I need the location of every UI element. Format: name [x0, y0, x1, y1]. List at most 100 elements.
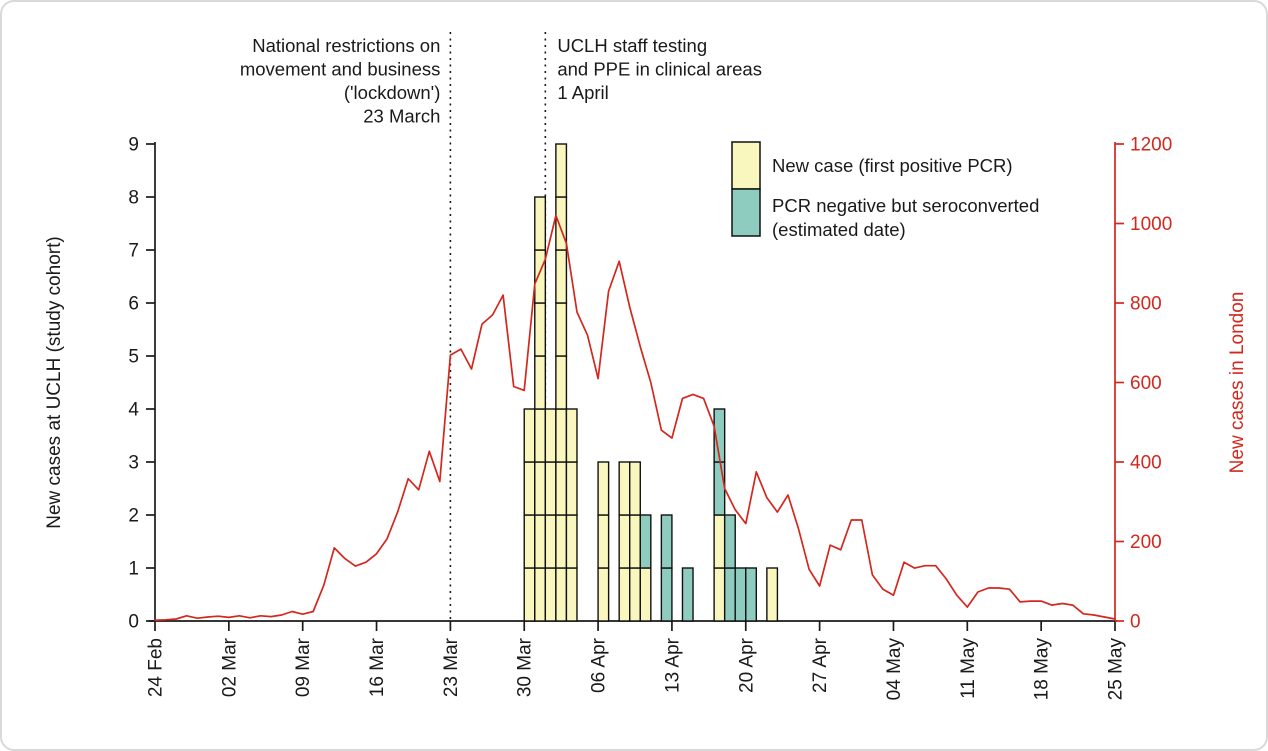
case-bar-10-apr [639, 514, 652, 622]
pcr-case-block [544, 567, 557, 622]
pcr-case-block [544, 514, 557, 569]
left-axis-tick-label: 2 [128, 506, 139, 527]
left-axis-tick-label: 3 [128, 453, 139, 474]
pcr-case-block [534, 567, 547, 622]
right-axis-tick-label: 800 [1130, 294, 1162, 315]
case-bar-17-apr [713, 408, 726, 622]
seroconverted-case-block [660, 514, 673, 569]
pcr-case-block [629, 514, 641, 569]
x-axis-tick-label: 04 May [884, 638, 905, 701]
pcr-case-block [555, 196, 568, 251]
pcr-case-block [534, 196, 547, 251]
pcr-case-block [629, 461, 641, 516]
case-bar-02-apr [555, 143, 568, 622]
legend-swatch-sero [731, 188, 761, 237]
pcr-case-block [597, 514, 610, 569]
pcr-case-block [565, 461, 578, 516]
legend-label: New case (first positive PCR) [772, 155, 1013, 176]
right-axis-tick-label: 400 [1130, 453, 1162, 474]
pcr-case-block [555, 249, 568, 304]
x-axis-tick-label: 06 Apr [589, 637, 610, 693]
annotation-line: and PPE in clinical areas [557, 59, 762, 80]
right-axis-tick-label: 200 [1130, 532, 1162, 553]
london-cases-line-group [154, 214, 1116, 622]
x-axis-tick-label: 20 Apr [736, 637, 757, 693]
uclh-case-bars [523, 143, 779, 622]
pcr-case-block [713, 514, 726, 569]
pcr-case-block [534, 461, 547, 516]
case-bar-20-apr [745, 567, 758, 622]
seroconverted-case-block [681, 567, 694, 622]
pcr-case-block [523, 408, 536, 463]
pcr-case-block [534, 408, 547, 463]
left-axis-tick-label: 4 [128, 400, 139, 421]
x-axis-tick-label: 09 Mar [293, 637, 314, 697]
pcr-case-block [618, 567, 631, 622]
case-bar-06-apr [597, 461, 610, 622]
pcr-case-block [544, 408, 557, 463]
legend-swatch-pcr [731, 141, 761, 190]
pcr-case-block [597, 461, 610, 516]
pcr-case-block [555, 355, 568, 410]
left-axis-tick-label: 0 [128, 612, 139, 633]
x-axis-tick-label: 18 May [1032, 638, 1053, 701]
pcr-case-block [629, 567, 641, 622]
pcr-case-block [565, 514, 578, 569]
pcr-case-block [555, 567, 568, 622]
seroconverted-case-block [713, 461, 726, 516]
x-axis-tick-label: 13 Apr [662, 637, 683, 693]
legend: New case (first positive PCR) PCR negativ… [731, 141, 1039, 240]
pcr-case-block [534, 514, 547, 569]
x-axis-tick-label: 25 May [1106, 638, 1127, 701]
annotation-line: 23 March [363, 106, 440, 127]
left-axis-tick-label: 9 [128, 135, 139, 156]
x-axis-tick-label: 24 Feb [146, 638, 167, 697]
left-axis-tick-label: 5 [128, 347, 139, 368]
x-axis-tick-label: 23 Mar [441, 637, 462, 697]
case-bar-03-apr [565, 408, 578, 622]
case-bar-09-apr [629, 461, 641, 622]
left-axis-title: New cases at UCLH (study cohort) [44, 236, 65, 529]
pcr-case-block [713, 567, 726, 622]
seroconverted-case-block [734, 567, 747, 622]
case-bar-31-mar [534, 196, 547, 622]
annotation-line: UCLH staff testing [557, 35, 707, 56]
x-axis-tick-label: 27 Apr [810, 637, 831, 693]
legend-label: PCR negative but seroconverted [772, 195, 1039, 216]
case-bar-08-apr [618, 461, 631, 622]
left-axis-tick-label: 7 [128, 241, 139, 262]
annotation-uclh-testing: UCLH staff testing and PPE in clinical ar… [557, 35, 762, 103]
pcr-case-block [544, 461, 557, 516]
seroconverted-case-block [639, 514, 652, 569]
annotation-line: 1 April [557, 82, 608, 103]
london-cases-line [154, 214, 1116, 622]
x-axis-tick-label: 11 May [958, 638, 979, 699]
pcr-case-block [639, 567, 652, 622]
pcr-case-block [555, 461, 568, 516]
pcr-case-block [523, 514, 536, 569]
case-bar-14-apr [681, 567, 694, 622]
annotation-lockdown: National restrictions on movement and bus… [240, 35, 441, 127]
pcr-case-block [766, 567, 779, 622]
pcr-case-block [555, 514, 568, 569]
annotation-line: ('lockdown') [344, 82, 441, 103]
axes: 0 1 2 3 4 5 6 7 8 9 New cases at UCLH (study cohor… [44, 135, 1248, 701]
right-axis-tick-label: 0 [1130, 612, 1141, 633]
seroconverted-case-block [745, 567, 758, 622]
annotations: National restrictions on movement and bus… [240, 35, 762, 127]
pcr-case-block [555, 143, 568, 198]
legend-label: (estimated date) [772, 219, 906, 240]
right-axis-tick-label: 1200 [1130, 135, 1172, 156]
case-bar-19-apr [734, 567, 747, 622]
pcr-case-block [534, 355, 547, 410]
case-bar-22-apr [766, 567, 779, 622]
seroconverted-case-block [660, 567, 673, 622]
right-axis-title: New cases in London [1227, 292, 1248, 474]
right-axis-tick-label: 1000 [1130, 214, 1172, 235]
pcr-case-block [597, 567, 610, 622]
pcr-case-block [555, 408, 568, 463]
left-axis-tick-label: 8 [128, 188, 139, 209]
x-axis-tick-label: 02 Mar [219, 637, 240, 697]
pcr-case-block [618, 514, 631, 569]
